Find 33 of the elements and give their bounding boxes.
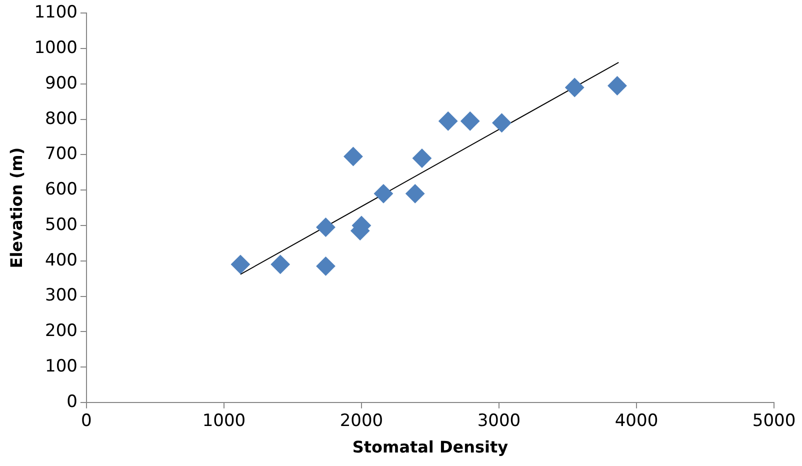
point	[438, 112, 458, 131]
point	[406, 184, 425, 204]
y-axis-title: Elevation (m)	[6, 147, 26, 268]
x-tick-label: 0	[81, 411, 92, 432]
point	[565, 78, 584, 97]
x-tick-label: 3000	[477, 411, 521, 432]
point	[412, 148, 432, 168]
point	[492, 113, 512, 132]
y-tick-label: 400	[45, 250, 78, 270]
y-tick-label: 0	[66, 392, 78, 412]
point	[316, 256, 336, 276]
y-tick-label: 700	[45, 144, 78, 164]
point	[230, 254, 250, 274]
y-tick-label: 300	[45, 286, 78, 306]
y-tick-label: 900	[45, 73, 78, 94]
point	[460, 112, 480, 131]
point	[608, 76, 627, 96]
point	[270, 254, 290, 274]
point	[374, 184, 393, 204]
y-tick-label: 1100	[34, 2, 78, 23]
y-tick-label: 500	[45, 214, 78, 235]
y-tick-label: 600	[45, 180, 78, 200]
x-tick-label: 4000	[614, 411, 658, 432]
point	[344, 146, 363, 166]
y-tick-label: 1000	[34, 38, 78, 58]
x-tick-label: 5000	[752, 411, 796, 432]
x-tick-label: 1000	[202, 411, 246, 432]
y-tick-label: 800	[45, 108, 78, 129]
y-tick-label: 100	[45, 356, 78, 376]
y-tick-label: 200	[45, 321, 78, 342]
x-axis-title: Stomatal Density	[352, 438, 509, 457]
x-tick-label: 2000	[340, 411, 384, 432]
point	[316, 218, 336, 237]
